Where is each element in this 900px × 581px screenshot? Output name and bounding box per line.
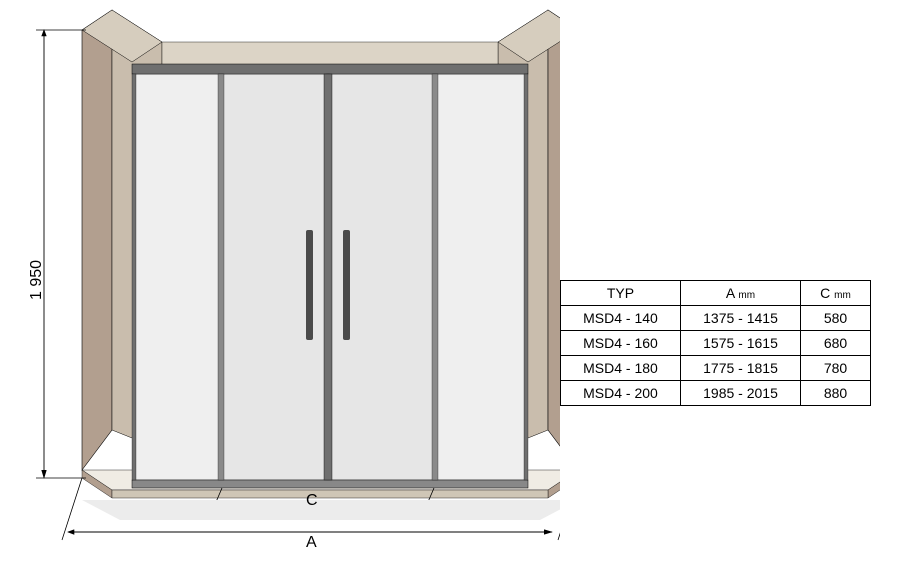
table-header-row: TYP A mm C mm — [561, 281, 871, 306]
table-row: MSD4 - 160 1575 - 1615 680 — [561, 331, 871, 356]
profile-left-wall — [132, 74, 136, 480]
th-a: A mm — [681, 281, 801, 306]
th-c: C mm — [801, 281, 871, 306]
spec-table: TYP A mm C mm MSD4 - 140 1375 - 1415 580… — [560, 280, 871, 406]
th-typ-label: TYP — [607, 285, 634, 301]
handle-left — [306, 230, 313, 340]
cell-c: 780 — [801, 356, 871, 381]
profile-left-inner — [218, 74, 224, 480]
door-top-rail — [132, 64, 528, 74]
figure-root: 1 950 C A TYP A mm C mm MSD4 - 140 — [0, 0, 900, 581]
center-profile — [324, 74, 332, 480]
th-a-unit: mm — [738, 290, 755, 301]
cell-typ: MSD4 - 200 — [561, 381, 681, 406]
profile-right-wall — [524, 74, 528, 480]
floor-front-face — [112, 490, 548, 498]
table-row: MSD4 - 140 1375 - 1415 580 — [561, 306, 871, 331]
cell-a: 1775 - 1815 — [681, 356, 801, 381]
profile-right-inner — [432, 74, 438, 480]
dim-label-a: A — [306, 534, 317, 552]
cell-c: 880 — [801, 381, 871, 406]
panel-fixed-left — [134, 74, 222, 480]
table-row: MSD4 - 200 1985 - 2015 880 — [561, 381, 871, 406]
cell-c: 580 — [801, 306, 871, 331]
door-bottom-rail — [132, 480, 528, 488]
dim-label-height: 1 950 — [28, 260, 46, 300]
panel-fixed-right — [434, 74, 526, 480]
handle-right — [343, 230, 350, 340]
cell-a: 1375 - 1415 — [681, 306, 801, 331]
dim-label-c: C — [306, 492, 318, 510]
cell-a: 1985 - 2015 — [681, 381, 801, 406]
th-a-label: A — [726, 285, 735, 301]
th-c-label: C — [820, 285, 830, 301]
cell-typ: MSD4 - 180 — [561, 356, 681, 381]
th-c-unit: mm — [834, 290, 851, 301]
cell-c: 680 — [801, 331, 871, 356]
th-typ: TYP — [561, 281, 681, 306]
cell-a: 1575 - 1615 — [681, 331, 801, 356]
wall-right-outer — [548, 10, 560, 470]
cell-typ: MSD4 - 160 — [561, 331, 681, 356]
wall-left-outer — [82, 10, 112, 470]
shower-door-drawing — [0, 0, 560, 570]
cell-typ: MSD4 - 140 — [561, 306, 681, 331]
shadow — [82, 500, 560, 520]
table-row: MSD4 - 180 1775 - 1815 780 — [561, 356, 871, 381]
